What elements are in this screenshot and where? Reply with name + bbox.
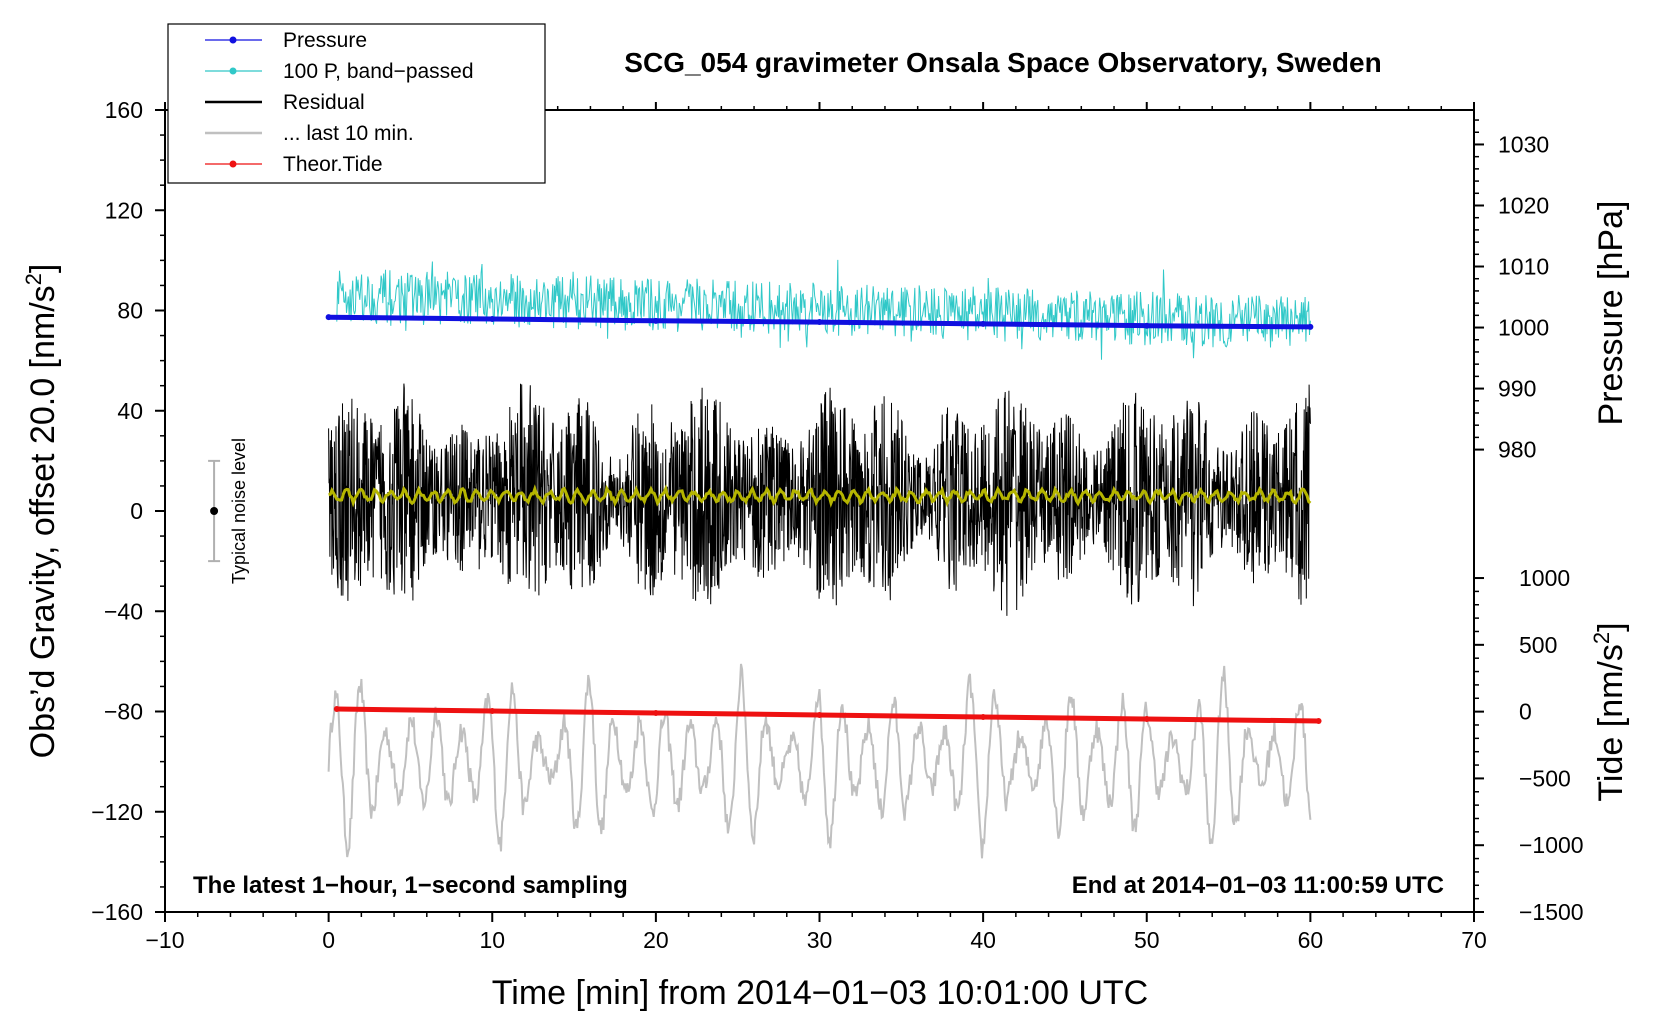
legend-label: ... last 10 min. bbox=[283, 122, 414, 145]
x-tick-label: 30 bbox=[807, 927, 833, 953]
legend-label: Residual bbox=[283, 91, 365, 114]
pressure-point bbox=[325, 314, 332, 321]
tide-point bbox=[489, 707, 496, 714]
y-axis-label-tide-sup: 2 bbox=[1589, 632, 1614, 644]
y-axis-label-left: Obs’d Gravity, offset 20.0 [nm/s2] bbox=[21, 264, 62, 759]
legend-label: 100 P, band−passed bbox=[283, 60, 474, 83]
x-tick-label: −10 bbox=[145, 927, 184, 953]
x-tick-label: 70 bbox=[1461, 927, 1487, 953]
tide-tick-label: −1500 bbox=[1519, 899, 1584, 925]
tide-tick-label: 0 bbox=[1519, 699, 1532, 725]
x-tick-label: 50 bbox=[1134, 927, 1160, 953]
tide-tick-label: −1000 bbox=[1519, 832, 1584, 858]
y-tick-label: 120 bbox=[105, 197, 143, 223]
y-tick-label: 40 bbox=[117, 398, 143, 424]
x-tick-label: 0 bbox=[322, 927, 335, 953]
y-axis-label-left-sup: 2 bbox=[21, 273, 46, 285]
x-tick-label: 10 bbox=[479, 927, 505, 953]
x-tick-label: 40 bbox=[970, 927, 996, 953]
tide-point bbox=[1315, 717, 1322, 724]
pressure-point bbox=[1307, 323, 1314, 330]
pressure-point bbox=[652, 317, 659, 324]
x-tick-label: 60 bbox=[1298, 927, 1324, 953]
series-residual-smoothed bbox=[328, 484, 1312, 508]
legend-label: Pressure bbox=[283, 29, 367, 52]
tide-point bbox=[980, 713, 987, 720]
pressure-tick-label: 1000 bbox=[1498, 315, 1549, 341]
y-axis-label-pressure: Pressure [hPa] bbox=[1592, 201, 1630, 426]
pressure-tick-label: 1030 bbox=[1498, 131, 1549, 157]
y-tick-label: −40 bbox=[104, 598, 143, 624]
tide-point bbox=[816, 711, 823, 718]
pressure-tick-label: 990 bbox=[1498, 376, 1536, 402]
pressure-point bbox=[1143, 322, 1150, 329]
annotation-end-time: End at 2014−01−03 11:00:59 UTC bbox=[1072, 872, 1444, 899]
y-axis-label-tide-tail: ] bbox=[1592, 622, 1630, 631]
tide-tick-label: 1000 bbox=[1519, 565, 1570, 591]
y-tick-label: 0 bbox=[130, 498, 143, 524]
tide-tick-label: 500 bbox=[1519, 632, 1557, 658]
series-layer bbox=[208, 259, 1322, 859]
tide-point bbox=[652, 709, 659, 716]
legend-box bbox=[167, 23, 546, 184]
ticks-layer: −10 0 10 20 30 40 50 60 7016012080400−40−80−120−… bbox=[91, 97, 1583, 953]
legend-marker bbox=[229, 160, 237, 168]
legend-marker bbox=[229, 36, 237, 44]
y-tick-label: 160 bbox=[105, 97, 143, 123]
tide-tick-label: −500 bbox=[1519, 765, 1571, 791]
y-tick-label: −80 bbox=[104, 699, 143, 725]
pressure-point bbox=[980, 320, 987, 327]
y-tick-label: −120 bbox=[91, 799, 143, 825]
legend: Pressure 100 P, band−passed Residual ... la… bbox=[167, 23, 546, 184]
y-tick-label: −160 bbox=[91, 899, 143, 925]
series-residual bbox=[328, 383, 1311, 616]
pressure-point bbox=[489, 315, 496, 322]
x-tick-label: 20 bbox=[643, 927, 669, 953]
pressure-tick-label: 1020 bbox=[1498, 192, 1549, 218]
pressure-point bbox=[816, 319, 823, 326]
y-tick-label: 80 bbox=[117, 298, 143, 324]
annotation-sampling: The latest 1−hour, 1−second sampling bbox=[193, 872, 628, 899]
tide-point bbox=[1143, 715, 1150, 722]
noise-level-label: Typical noise level bbox=[229, 438, 249, 584]
pressure-tick-label: 1010 bbox=[1498, 254, 1549, 280]
legend-label: Theor.Tide bbox=[283, 153, 383, 176]
y-axis-label-left-tail: ] bbox=[24, 264, 62, 273]
series-last-10-min bbox=[327, 663, 1312, 859]
y-axis-label-tide: Tide [nm/s2] bbox=[1589, 622, 1630, 801]
x-axis-label: Time [min] from 2014−01−03 10:01:00 UTC bbox=[492, 974, 1148, 1012]
pressure-tick-label: 980 bbox=[1498, 437, 1536, 463]
y-axis-label-left-main: Obs’d Gravity, offset 20.0 [nm/s bbox=[24, 285, 62, 758]
series-band-passed bbox=[336, 259, 1311, 360]
tide-point bbox=[333, 705, 340, 712]
y-axis-label-tide-main: Tide [nm/s bbox=[1592, 644, 1630, 801]
noise-bar-center bbox=[210, 507, 219, 515]
legend-marker bbox=[229, 67, 237, 75]
chart-title: SCG_054 gravimeter Onsala Space Observat… bbox=[624, 47, 1381, 78]
